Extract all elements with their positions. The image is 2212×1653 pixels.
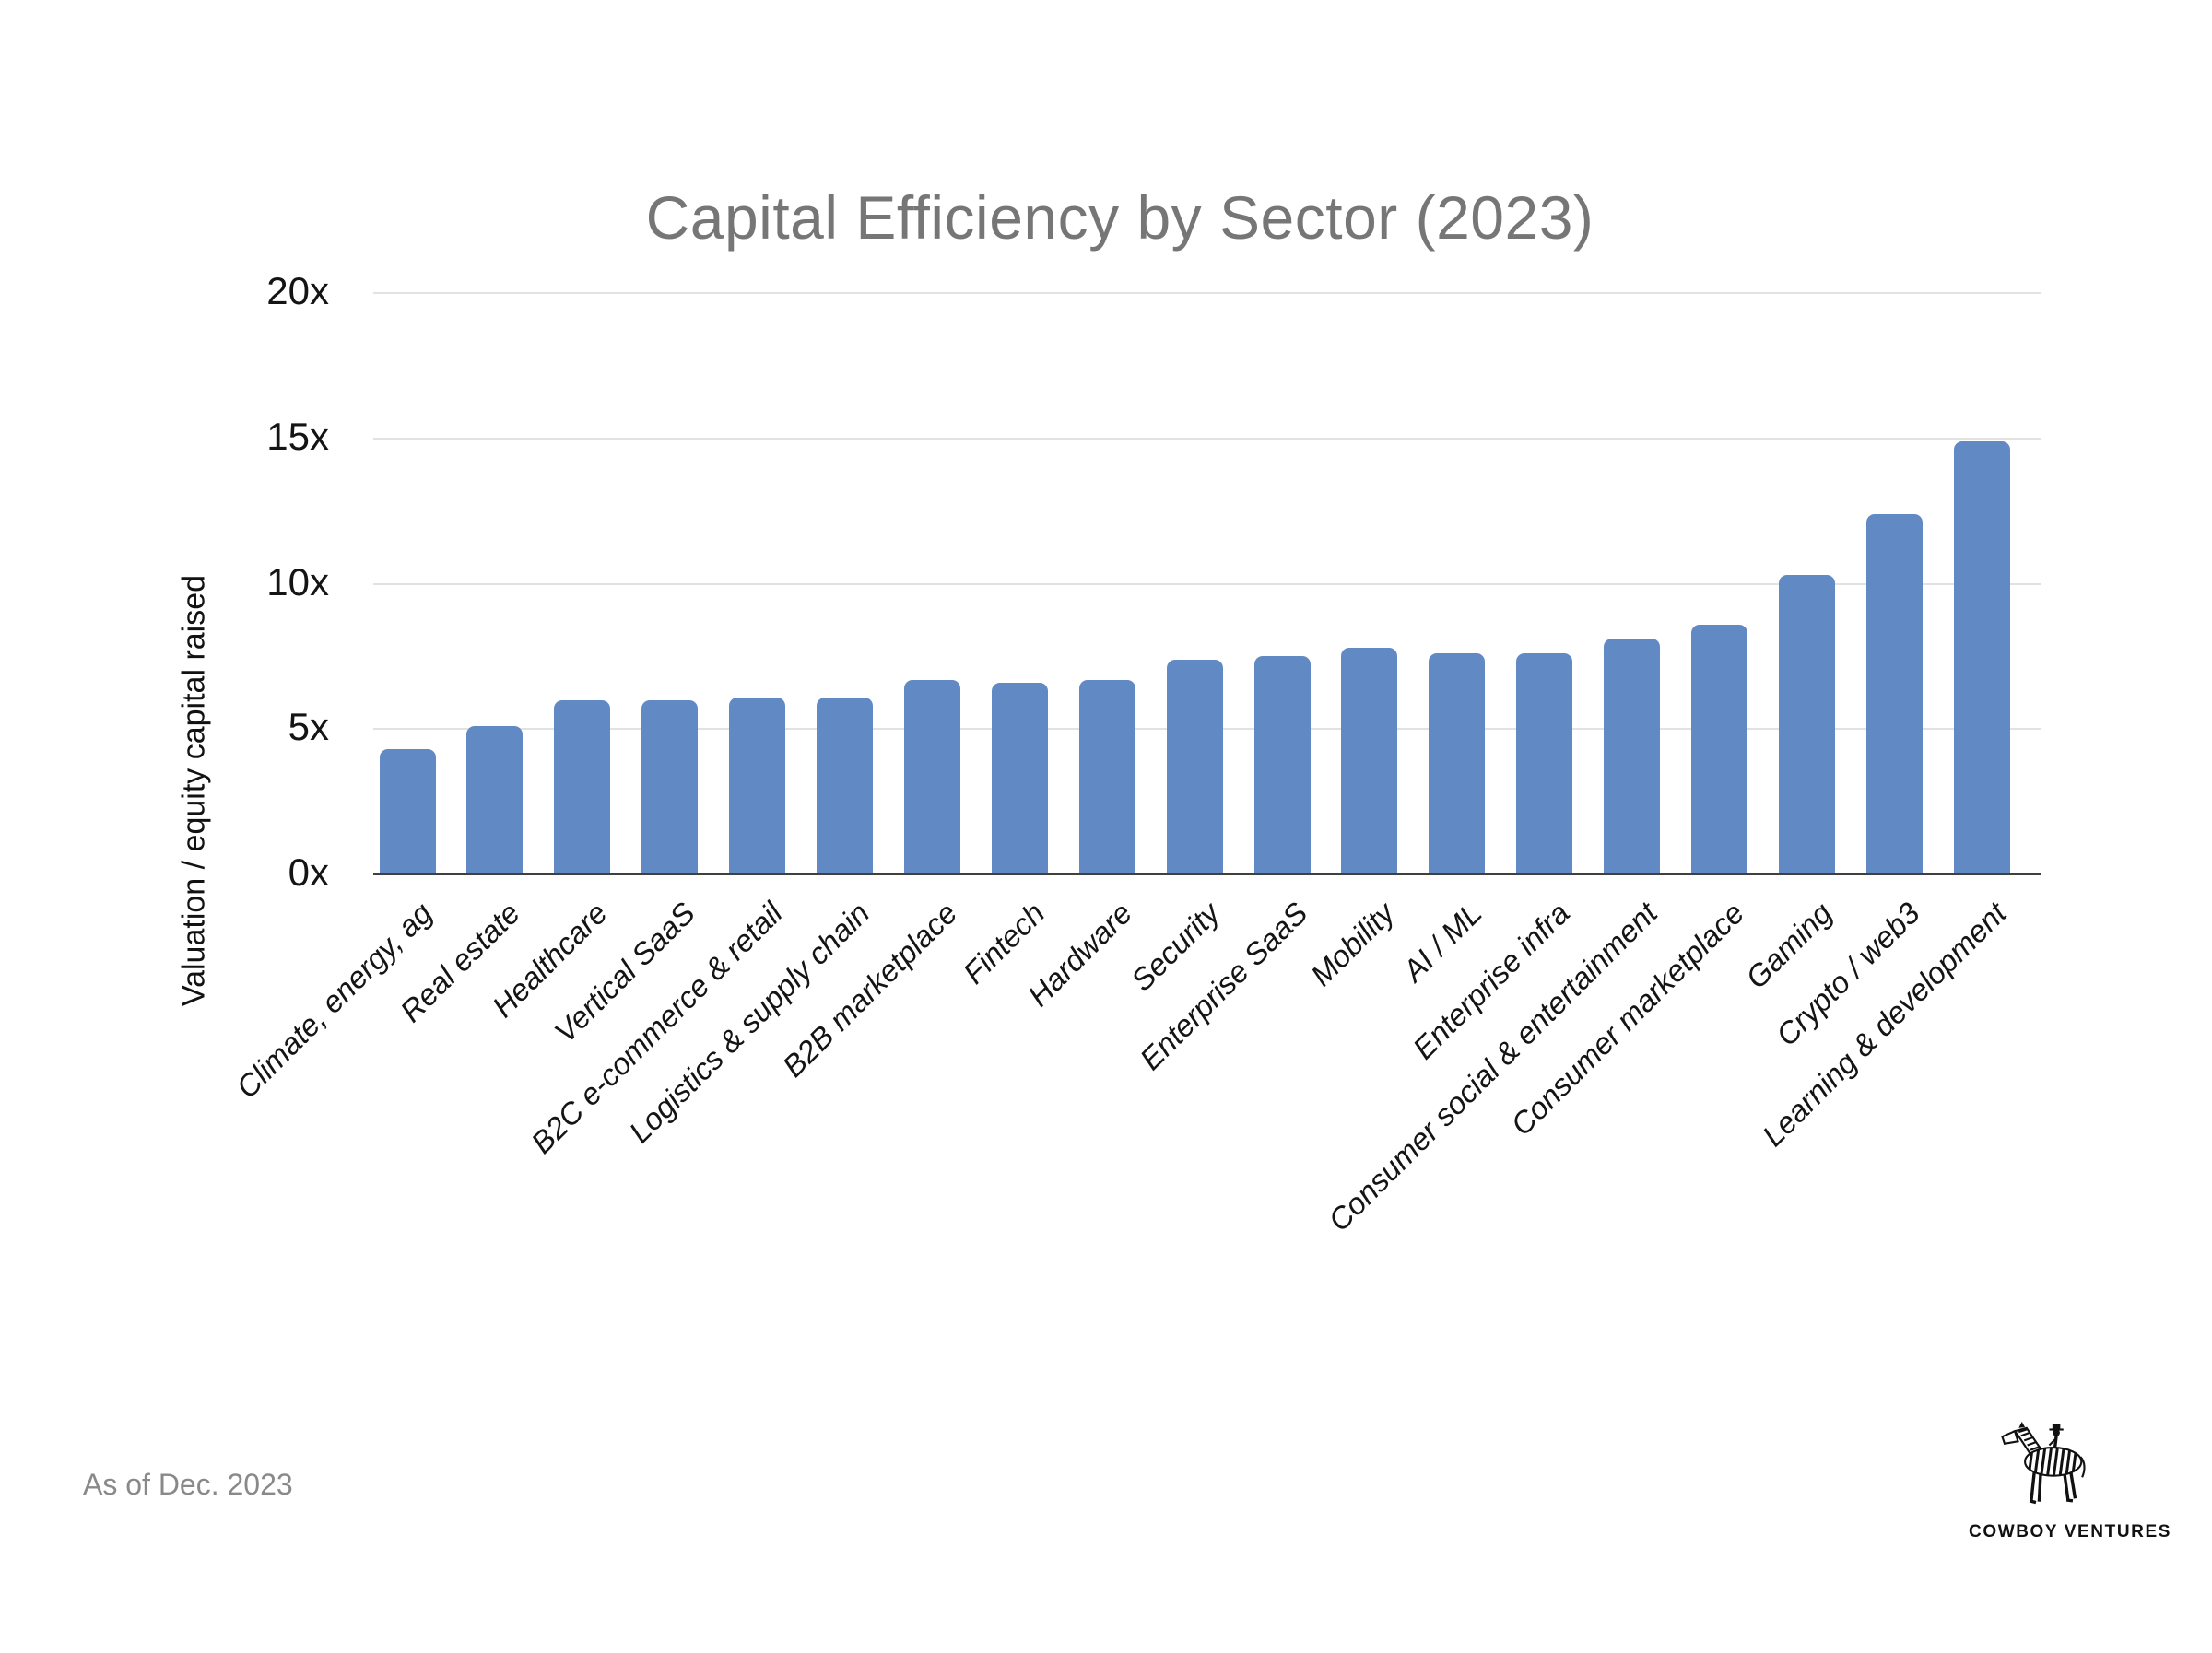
cowboy-ventures-logo: COWBOY VENTURES bbox=[1969, 1421, 2172, 1542]
bar-fintech bbox=[991, 683, 1048, 874]
y-tick-label-5x: 5x bbox=[288, 705, 329, 749]
bar-learning-development bbox=[1953, 441, 2010, 874]
zebra-rider-icon bbox=[2001, 1422, 2086, 1505]
x-axis-line bbox=[373, 873, 2041, 875]
x-category-label: Enterprise infra bbox=[1406, 896, 1576, 1066]
y-tick-label-15x: 15x bbox=[266, 414, 329, 458]
bar-consumer-social-entertainment bbox=[1604, 639, 1661, 874]
bar-gaming bbox=[1778, 575, 1835, 874]
gridline-10x bbox=[373, 582, 2041, 585]
logo-wordmark: COWBOY VENTURES bbox=[1969, 1522, 2172, 1542]
bar-logistics-supply-chain bbox=[817, 698, 873, 874]
y-axis-title: Valuation / equity capital raised bbox=[176, 574, 212, 1007]
bar-hardware bbox=[1078, 680, 1135, 874]
bar-b2c-e-commerce-retail bbox=[729, 698, 786, 874]
bar-climate-energy-ag bbox=[379, 749, 436, 874]
bar-enterprise-saas bbox=[1253, 656, 1311, 874]
bar-consumer-marketplace bbox=[1691, 625, 1747, 874]
y-tick-label-10x: 10x bbox=[266, 559, 329, 604]
x-category-label: Mobility bbox=[1303, 896, 1402, 993]
plot-area bbox=[373, 292, 2041, 875]
bar-real-estate bbox=[466, 726, 524, 874]
bar-healthcare bbox=[554, 700, 611, 874]
bar-enterprise-infra bbox=[1516, 653, 1573, 874]
y-tick-label-0x: 0x bbox=[288, 850, 329, 894]
bar-ai-ml bbox=[1429, 653, 1486, 874]
gridline-15x bbox=[373, 437, 2041, 440]
bar-crypto-web3 bbox=[1865, 514, 1923, 874]
chart-title: Capital Efficiency by Sector (2023) bbox=[645, 183, 1594, 252]
bar-mobility bbox=[1341, 648, 1398, 874]
bar-b2b-marketplace bbox=[903, 680, 960, 874]
y-tick-label-20x: 20x bbox=[266, 269, 329, 312]
as-of-note: As of Dec. 2023 bbox=[83, 1468, 293, 1501]
bar-security bbox=[1166, 660, 1223, 874]
bar-vertical-saas bbox=[641, 700, 699, 874]
gridline-20x bbox=[373, 292, 2041, 294]
